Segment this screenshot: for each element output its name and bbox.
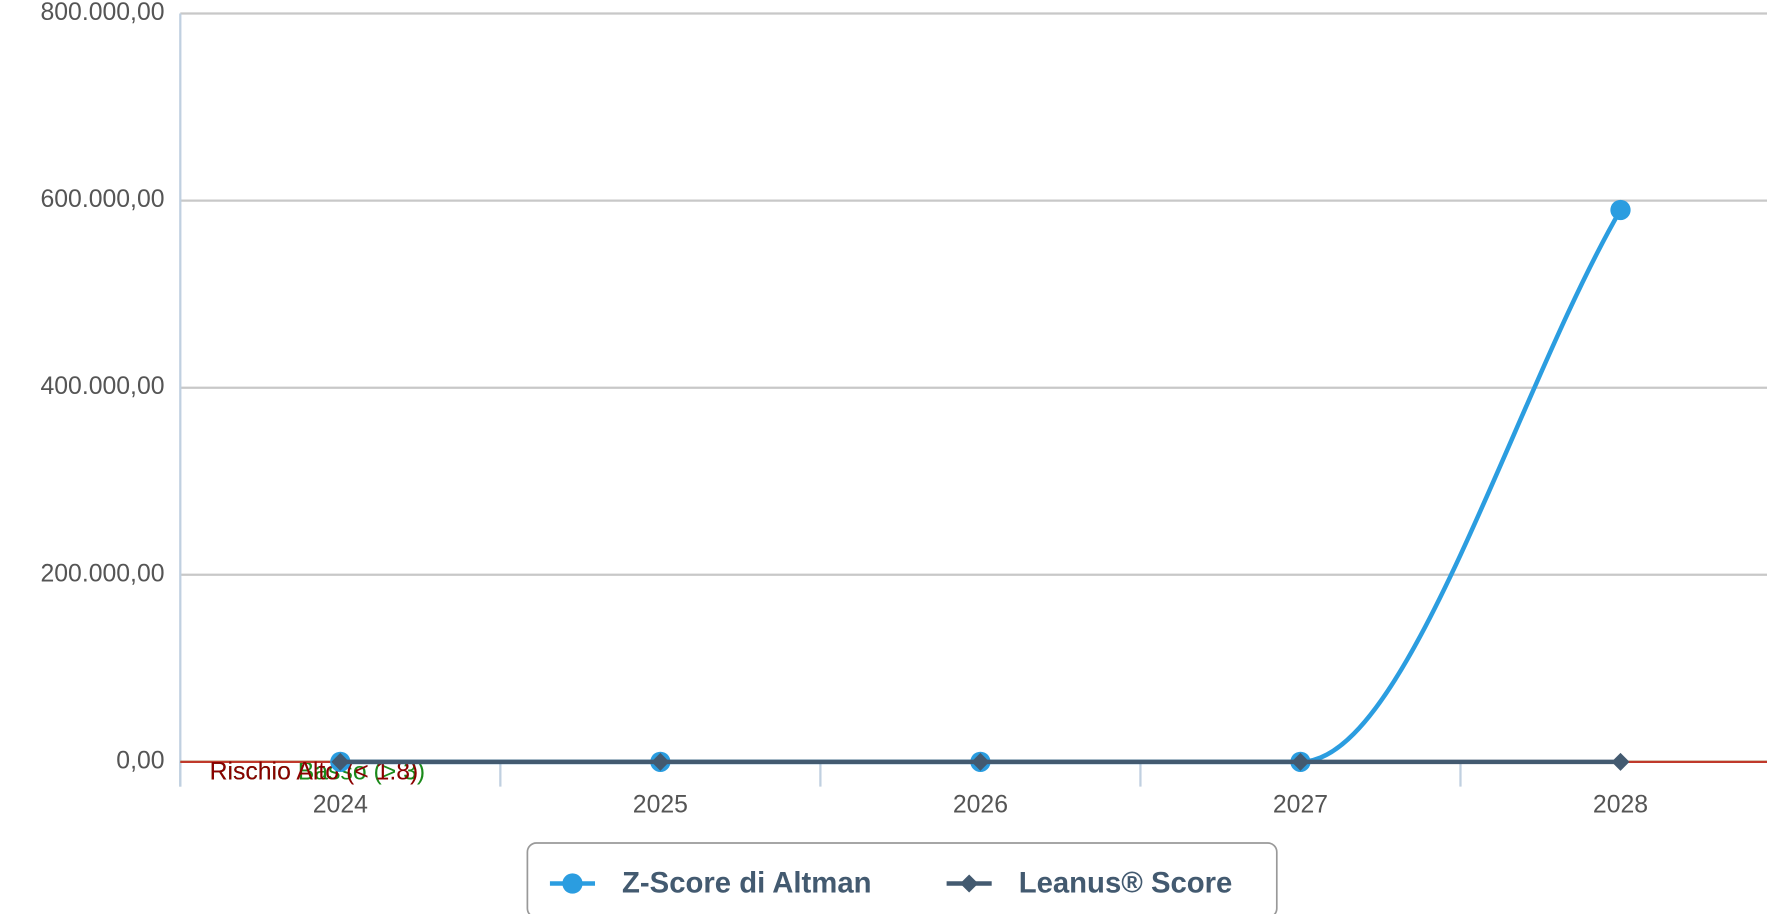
legend-marker (960, 874, 979, 893)
point[interactable] (1611, 752, 1630, 771)
legend-label[interactable]: Leanus® Score (1019, 866, 1233, 899)
series-line (340, 208, 1623, 765)
y-tick-label: 0,00 (116, 747, 164, 774)
point[interactable] (651, 752, 670, 771)
y-tick-label: 400.000,00 (40, 373, 164, 400)
point[interactable] (1291, 752, 1310, 771)
point[interactable] (331, 752, 350, 771)
y-tick-label: 200.000,00 (40, 560, 164, 587)
x-tick-label: 2026 (953, 791, 1008, 818)
x-tick-label: 2027 (1273, 791, 1328, 818)
x-tick-label: 2025 (633, 791, 688, 818)
x-tick-label: 2028 (1593, 791, 1648, 818)
legend-label[interactable]: Z-Score di Altman (622, 866, 871, 899)
point[interactable] (1610, 199, 1631, 221)
legend-box (526, 842, 1278, 914)
y-tick-label: 600.000,00 (40, 186, 164, 213)
y-tick-label: 800.000,00 (40, 0, 164, 26)
legend-marker (562, 873, 583, 894)
x-tick-label: 2024 (313, 791, 368, 818)
